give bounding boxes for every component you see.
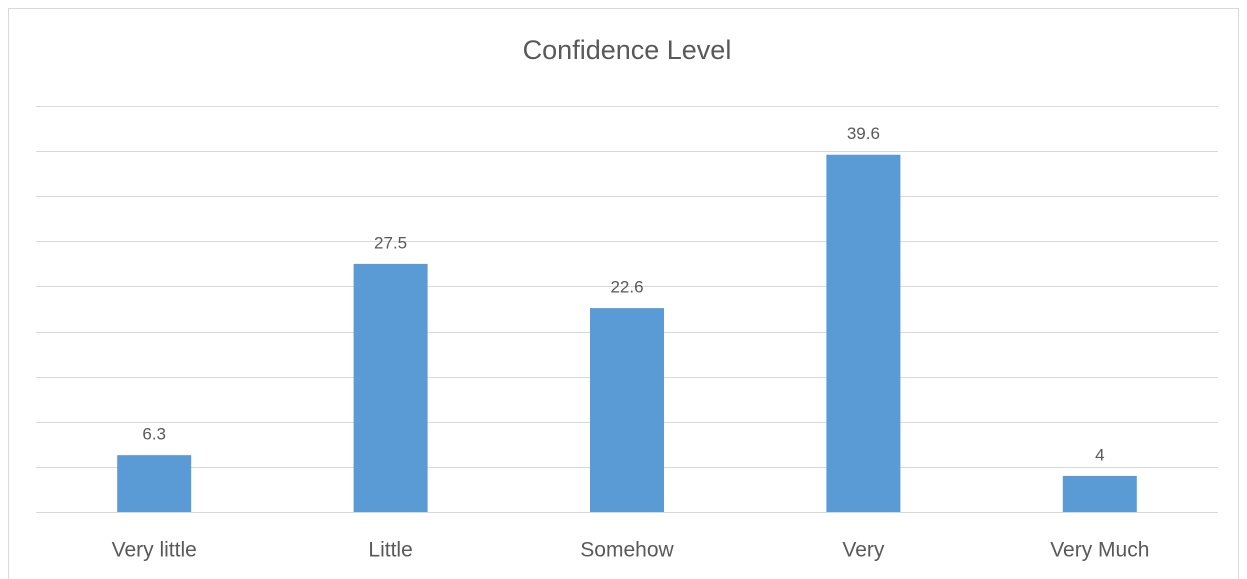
x-tick-label: Little [368, 539, 412, 562]
value-label: 6.3 [142, 425, 166, 444]
value-label: 4 [1095, 445, 1104, 464]
bar [353, 263, 428, 512]
x-tick-label: Somehow [580, 539, 674, 562]
bar [826, 154, 901, 512]
x-tick-label: Very [842, 539, 885, 562]
bar [590, 308, 664, 512]
value-label: 22.6 [610, 278, 643, 297]
value-label: 39.6 [847, 124, 880, 143]
value-label: 27.5 [374, 233, 407, 252]
bar [1062, 475, 1137, 512]
x-tick-label: Very little [112, 539, 197, 562]
bar [117, 455, 192, 512]
x-tick-label: Very Much [1050, 539, 1149, 562]
chart-title: Confidence Level [523, 35, 732, 65]
